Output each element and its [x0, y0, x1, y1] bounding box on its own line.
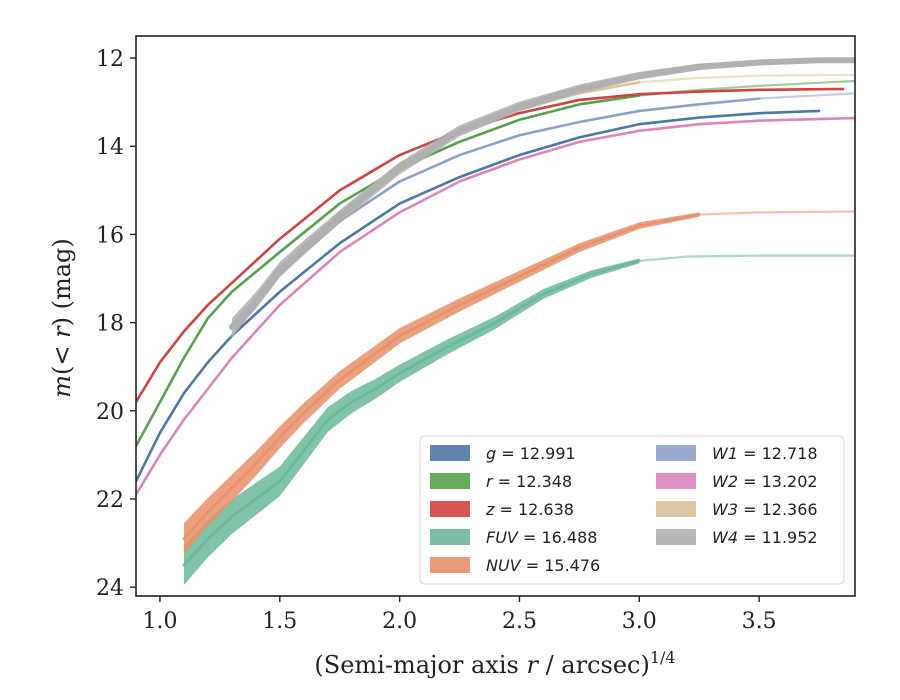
- y-axis: 12 14 16 18 20 22 24: [96, 47, 136, 601]
- y-tick-label: 16: [96, 223, 124, 248]
- legend: g = 12.991 r = 12.348 z = 12.638 FUV = 16.4…: [419, 435, 845, 585]
- series-w4-band: [231, 58, 855, 336]
- legend-swatch-r: [430, 473, 470, 489]
- series-w4-line: [228, 57, 855, 331]
- legend-label-w4: W4 = 11.952: [712, 528, 818, 547]
- legend-swatch-z: [430, 501, 470, 517]
- x-axis-label: (Semi-major axis r / arcsec)1/4: [314, 648, 675, 679]
- legend-box: [419, 435, 845, 585]
- x-tick-label: 2.0: [382, 609, 417, 634]
- series-w3-extrapolation: [639, 73, 855, 84]
- legend-label-nuv: NUV = 15.476: [486, 556, 600, 575]
- y-tick-label: 12: [96, 47, 124, 72]
- x-tick-label: 3.5: [742, 609, 777, 634]
- series-nuv: [182, 210, 855, 555]
- y-tick-label: 18: [96, 312, 124, 337]
- legend-label-w2: W2 = 13.202: [712, 472, 818, 491]
- series-layer: [136, 57, 855, 585]
- series-g-line: [136, 109, 821, 483]
- series-w2-line: [136, 116, 855, 496]
- plot-frame: [135, 35, 856, 597]
- x-tick-label: 1.0: [142, 609, 177, 634]
- y-tick-label: 24: [96, 576, 124, 601]
- legend-swatch-nuv: [430, 557, 470, 573]
- y-axis-label: m(< r) (mag): [48, 238, 76, 398]
- series-w3-line: [230, 80, 641, 329]
- series-g: [136, 109, 821, 483]
- legend-label-g: g = 12.991: [486, 444, 576, 463]
- x-tick-label: 2.5: [502, 609, 537, 634]
- y-tick-label: 22: [96, 488, 124, 513]
- series-fuv-extrapolation: [639, 254, 855, 262]
- series-fuv: [182, 254, 855, 585]
- series-nuv-extrapolation: [699, 210, 855, 216]
- legend-label-r: r = 12.348: [486, 472, 572, 491]
- series-z: [136, 87, 845, 404]
- series-z-line: [136, 87, 845, 404]
- x-tick-label: 1.5: [262, 609, 297, 634]
- series-fuv-line: [182, 259, 641, 567]
- legend-swatch-fuv: [430, 529, 470, 545]
- y-tick-label: 14: [96, 135, 124, 160]
- series-w2: [136, 116, 855, 496]
- x-axis: 1.0 1.5 2.0 2.5 3.0 3.5: [142, 596, 777, 634]
- series-nuv-line: [182, 213, 701, 540]
- legend-label-w1: W1 = 12.718: [712, 444, 818, 463]
- legend-swatch-w4: [656, 529, 696, 545]
- legend-swatch-g: [430, 445, 470, 461]
- x-tick-label: 3.0: [622, 609, 657, 634]
- legend-swatch-w2: [656, 473, 696, 489]
- legend-label-z: z = 12.638: [485, 500, 574, 519]
- legend-swatch-w1: [656, 445, 696, 461]
- legend-label-w3: W3 = 12.366: [712, 500, 818, 519]
- legend-swatch-w3: [656, 501, 696, 517]
- y-tick-label: 20: [96, 400, 124, 425]
- series-w4: [228, 57, 855, 336]
- legend-label-fuv: FUV = 16.488: [486, 528, 597, 547]
- series-r-line: [136, 94, 641, 448]
- series-r: [136, 79, 855, 448]
- series-w1-extrapolation: [759, 92, 855, 100]
